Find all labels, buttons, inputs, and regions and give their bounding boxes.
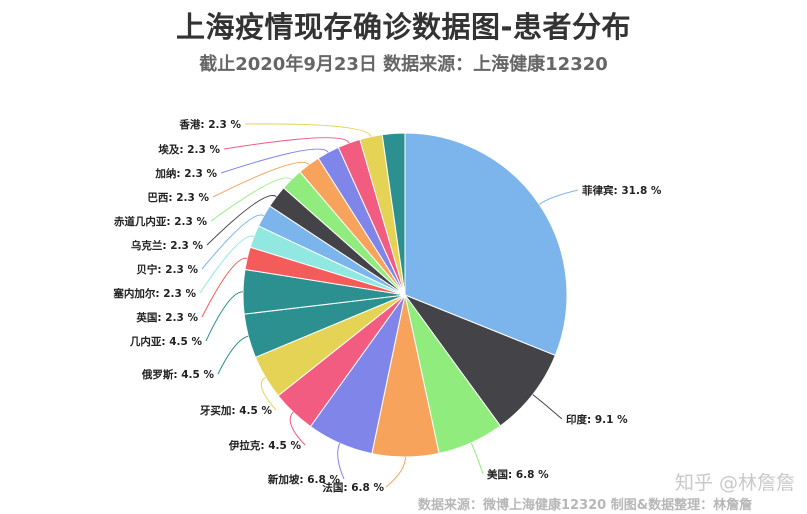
connector-slice-14 — [210, 177, 292, 222]
data-label-slice-5: 新加坡: 6.8 % — [268, 473, 341, 486]
data-label-slice-6: 伊拉克: 4.5 % — [228, 439, 302, 452]
data-label-slice-2: 印度: 9.1 % — [566, 413, 628, 426]
data-label-slice-1: 菲律宾: 31.8 % — [582, 184, 662, 197]
data-label-slice-4: 法国: 6.8 % — [322, 481, 384, 494]
connector-slice-18 — [244, 123, 372, 137]
data-label-slice-7: 牙买加: 4.5 % — [200, 404, 273, 417]
label-connectors — [199, 123, 579, 488]
connector-slice-2 — [532, 394, 563, 420]
data-label-slice-17: 埃及: 2.3 % — [158, 143, 220, 156]
connector-slice-10 — [201, 257, 248, 318]
data-label-slice-9: 几内亚: 4.5 % — [130, 335, 203, 348]
connector-slice-12 — [201, 214, 264, 270]
data-label-slice-8: 俄罗斯: 4.5 % — [141, 368, 215, 381]
data-label-slice-14: 赤道几内亚: 2.3 % — [114, 215, 208, 228]
data-label-slice-18: 香港: 2.3 % — [178, 118, 241, 131]
connector-slice-7 — [260, 376, 277, 411]
chart-subtitle: 截止2020年9月23日 数据来源：上海健康12320 — [199, 54, 608, 75]
data-labels: 菲律宾: 31.8 % 印度: 9.1 % 美国: 6.8 % 法国: 6.8 %新加… — [112, 118, 662, 494]
pie-slices — [242, 132, 568, 458]
data-label-slice-15: 巴西: 2.3 % — [147, 192, 209, 204]
connector-slice-9 — [205, 291, 244, 342]
connector-slice-17 — [223, 137, 350, 150]
data-label-slice-16: 加纳: 2.3 % — [154, 167, 217, 180]
data-label-slice-12: 贝宁: 2.3 % — [136, 263, 198, 276]
data-label-slice-3: 美国: 6.8 % — [487, 468, 549, 481]
connector-slice-16 — [220, 148, 329, 174]
source-note: 数据来源：微博上海健康12320 制图&数据整理：林詹詹 — [418, 498, 753, 513]
data-label-slice-11: 塞内加尔: 2.3 % — [112, 287, 196, 300]
slice-19[interactable] — [381, 132, 406, 296]
connector-slice-4 — [385, 456, 406, 488]
chart-title: 上海疫情现存确诊数据图-患者分布 — [175, 10, 632, 44]
watermark: 知乎 @林詹詹 — [674, 472, 795, 494]
data-label-slice-10: 英国: 2.3 % — [135, 311, 198, 324]
connector-slice-6 — [289, 411, 306, 446]
connector-slice-11 — [199, 235, 255, 294]
connector-slice-13 — [206, 195, 277, 246]
data-label-slice-13: 乌克兰: 2.3 % — [131, 239, 204, 252]
connector-slice-3 — [470, 442, 484, 475]
connector-slice-5 — [337, 443, 345, 480]
connector-slice-15 — [212, 161, 310, 198]
connector-slice-1 — [538, 189, 579, 205]
connector-slice-8 — [217, 335, 249, 375]
slice-2[interactable] — [403, 293, 556, 427]
